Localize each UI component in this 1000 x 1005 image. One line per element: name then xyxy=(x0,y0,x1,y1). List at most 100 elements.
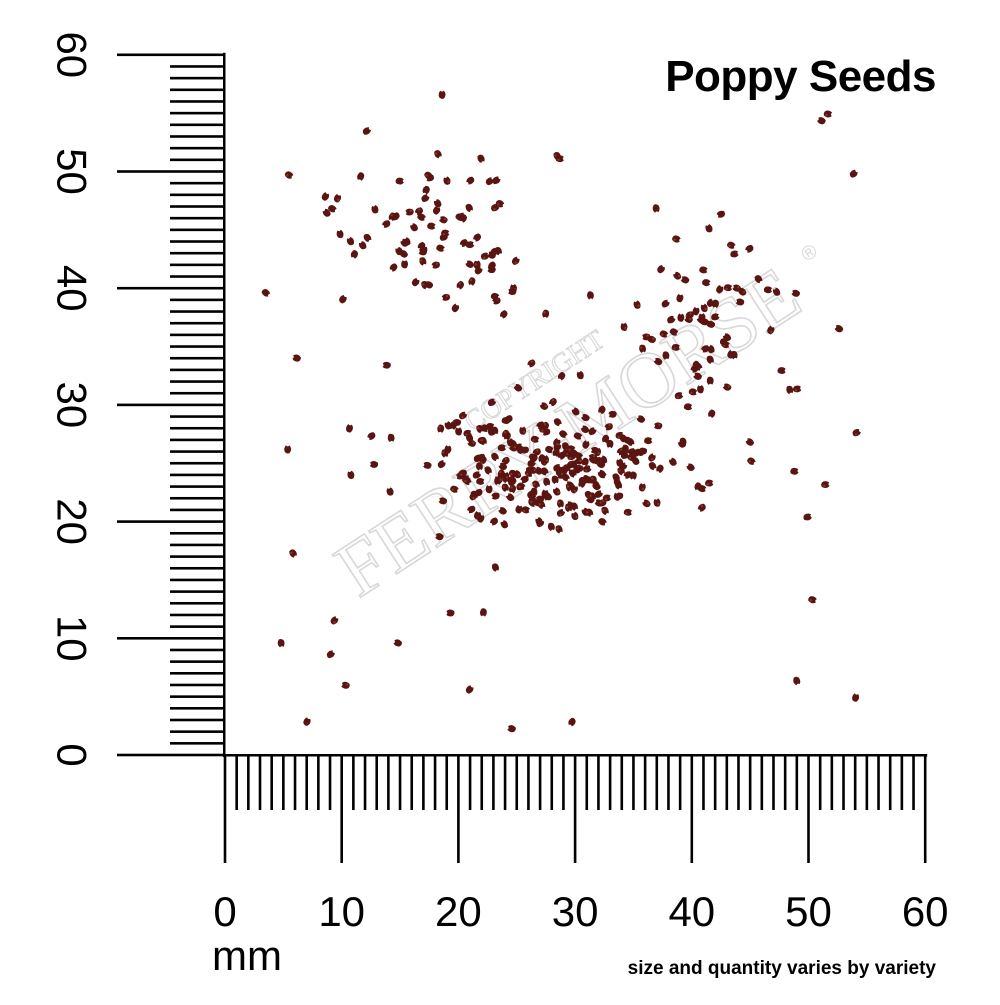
poppy-seed xyxy=(692,306,700,316)
poppy-seed xyxy=(455,213,465,221)
poppy-seed xyxy=(403,237,411,246)
poppy-seed xyxy=(456,280,465,290)
ruler-minor-tick xyxy=(387,755,390,810)
poppy-seed xyxy=(644,437,653,445)
poppy-seed xyxy=(500,520,509,529)
poppy-seed xyxy=(458,411,468,420)
poppy-seed xyxy=(735,298,745,306)
ruler-major-tick xyxy=(117,170,225,173)
y-axis-tick-label: 20 xyxy=(49,498,96,545)
ruler-minor-tick xyxy=(170,228,225,232)
poppy-seed xyxy=(790,467,799,475)
poppy-seed xyxy=(747,457,756,465)
poppy-seed xyxy=(569,449,578,457)
poppy-seed xyxy=(642,333,651,341)
x-axis-tick-label: 10 xyxy=(318,888,365,935)
poppy-seed xyxy=(405,208,414,216)
poppy-seed xyxy=(712,299,719,309)
poppy-seed xyxy=(465,241,475,249)
poppy-seed xyxy=(350,250,358,259)
poppy-seed xyxy=(321,192,330,201)
poppy-seed xyxy=(467,439,476,447)
ruler-minor-tick xyxy=(170,100,225,103)
ruler-major-tick xyxy=(117,53,225,57)
ruler-minor-tick xyxy=(737,755,740,810)
ruler-minor-tick xyxy=(538,755,542,810)
ruler-minor-tick xyxy=(352,755,355,810)
poppy-seed xyxy=(472,471,482,479)
poppy-seed xyxy=(508,444,518,452)
poppy-seed xyxy=(588,427,597,436)
poppy-seed xyxy=(671,343,680,351)
poppy-seed xyxy=(723,284,733,292)
poppy-seed xyxy=(437,460,446,469)
ruler-minor-tick xyxy=(170,508,225,512)
ruler-minor-tick xyxy=(842,755,845,810)
ruler-minor-tick xyxy=(795,755,799,810)
poppy-seed xyxy=(598,405,606,415)
ruler-minor-tick xyxy=(170,240,225,243)
poppy-seed xyxy=(557,371,566,381)
ruler-minor-tick xyxy=(170,146,225,150)
ruler-minor-tick xyxy=(235,755,238,810)
poppy-seed xyxy=(589,475,597,484)
ruler-minor-tick xyxy=(170,111,225,115)
ruler-minor-tick xyxy=(170,135,225,138)
ruler-minor-tick xyxy=(170,695,225,698)
poppy-seed xyxy=(821,481,830,489)
ruler-minor-tick xyxy=(170,368,225,372)
ruler-minor-tick xyxy=(170,625,225,628)
poppy-seed xyxy=(490,292,500,300)
ruler-minor-tick xyxy=(702,755,705,810)
poppy-seed xyxy=(588,492,596,501)
poppy-seed xyxy=(451,303,460,313)
ruler-minor-tick xyxy=(270,755,273,810)
poppy-seed xyxy=(382,220,391,228)
poppy-seed xyxy=(559,430,568,438)
poppy-seed xyxy=(414,207,423,216)
poppy-seed xyxy=(727,241,736,249)
poppy-seed xyxy=(754,275,763,284)
poppy-seed xyxy=(498,507,507,515)
poppy-seed xyxy=(411,277,420,287)
poppy-seed xyxy=(515,504,523,514)
poppy-seed xyxy=(551,475,559,485)
poppy-seed xyxy=(570,502,578,511)
ruler-minor-tick xyxy=(328,755,332,810)
poppy-seed xyxy=(767,325,775,335)
poppy-seed xyxy=(808,596,817,604)
poppy-seed xyxy=(536,421,545,430)
poppy-seed xyxy=(491,563,500,572)
poppy-seed xyxy=(639,344,646,354)
poppy-seed xyxy=(439,216,448,224)
poppy-seed xyxy=(497,444,507,452)
poppy-seed xyxy=(697,385,704,394)
poppy-seed xyxy=(674,392,684,400)
poppy-seed xyxy=(686,463,695,472)
poppy-seed xyxy=(652,204,660,213)
poppy-seed xyxy=(580,425,590,434)
poppy-seed xyxy=(706,320,716,328)
poppy-seed xyxy=(679,437,687,447)
poppy-seed xyxy=(621,444,629,453)
poppy-seed xyxy=(565,503,573,513)
ruler-minor-tick xyxy=(247,755,250,810)
poppy-seed xyxy=(466,176,475,185)
ruler-minor-tick xyxy=(170,415,225,418)
poppy-seed xyxy=(435,533,444,541)
ruler-minor-tick xyxy=(632,755,635,810)
poppy-seed xyxy=(477,514,485,523)
poppy-seed xyxy=(763,286,773,294)
y-axis-tick-label: 10 xyxy=(49,615,96,662)
poppy-seed xyxy=(475,462,483,471)
poppy-seed xyxy=(606,439,614,449)
poppy-seed xyxy=(459,239,468,248)
ruler-minor-tick xyxy=(170,718,225,722)
poppy-seed xyxy=(688,388,698,396)
poppy-seed xyxy=(455,472,465,480)
poppy-seed xyxy=(553,438,561,447)
poppy-seed xyxy=(484,466,492,475)
ruler-minor-tick xyxy=(468,755,472,810)
poppy-seed xyxy=(594,447,602,457)
